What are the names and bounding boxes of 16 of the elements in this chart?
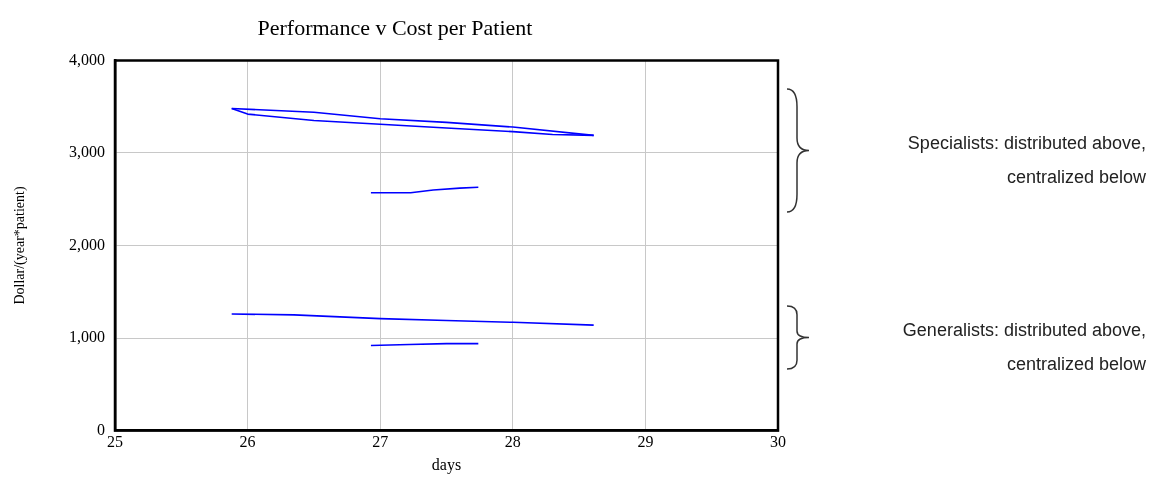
y-tick-label: 1,000 [69,328,105,346]
x-tick-label: 27 [372,433,389,451]
x-tick-label: 28 [504,433,521,451]
text: Generalists: distributed above, centralized below [901,319,1146,376]
y-tick-label: 4,000 [69,50,105,68]
text: Specialists: distributed above, centralized below [906,132,1146,189]
chart-title: Performance v Cost per Patient [257,14,533,40]
y-axis-title: Dollar/(year*patient) [12,186,29,305]
x-tick-label: 30 [770,433,786,451]
x-tick-label: 26 [239,433,256,451]
y-tick-label: 2,000 [69,235,105,253]
x-tick-label: 29 [637,433,654,451]
y-tick-label: 0 [97,420,105,438]
y-tick-label: 3,000 [69,143,105,161]
x-axis-title: days [431,455,462,474]
x-tick-label: 25 [107,433,123,451]
